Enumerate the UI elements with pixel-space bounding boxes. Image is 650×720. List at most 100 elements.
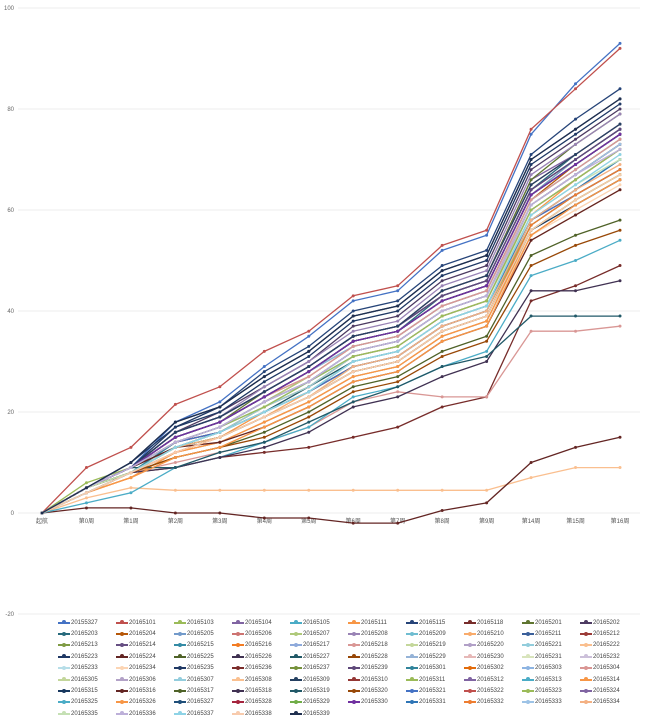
series-20165327 bbox=[40, 132, 622, 515]
data-point bbox=[440, 279, 444, 283]
legend-label: 20165208 bbox=[361, 631, 388, 638]
data-point bbox=[262, 400, 266, 404]
legend-swatch bbox=[464, 620, 476, 625]
data-point bbox=[618, 183, 622, 187]
legend-label: 20165221 bbox=[535, 642, 562, 649]
legend-item: 20165313 bbox=[522, 674, 580, 685]
legend-swatch bbox=[464, 688, 476, 693]
legend-swatch bbox=[464, 677, 476, 682]
data-point bbox=[529, 329, 533, 333]
data-point bbox=[440, 395, 444, 399]
data-point bbox=[485, 248, 489, 252]
data-point bbox=[440, 294, 444, 298]
data-point bbox=[574, 82, 578, 86]
data-point bbox=[307, 390, 311, 394]
legend-item: 20165228 bbox=[348, 651, 406, 662]
legend-swatch bbox=[406, 631, 418, 636]
data-point bbox=[529, 188, 533, 192]
series-line bbox=[41, 325, 621, 514]
legend-swatch bbox=[116, 699, 128, 704]
series-line bbox=[41, 98, 621, 514]
series-20165321 bbox=[40, 168, 622, 515]
data-point bbox=[618, 107, 622, 111]
legend-swatch bbox=[174, 654, 186, 659]
data-point bbox=[396, 390, 400, 394]
legend-swatch bbox=[58, 665, 70, 670]
legend-item: 20165308 bbox=[232, 674, 290, 685]
data-point bbox=[262, 445, 266, 449]
series-line bbox=[41, 280, 621, 514]
data-point bbox=[307, 410, 311, 414]
legend-swatch bbox=[232, 677, 244, 682]
legend-item: 20165219 bbox=[406, 640, 464, 651]
legend-label: 20165236 bbox=[245, 665, 272, 672]
series-20155327 bbox=[40, 41, 622, 515]
series-line bbox=[41, 128, 621, 514]
legend-item: 20165329 bbox=[290, 697, 348, 708]
data-point bbox=[574, 284, 578, 288]
data-point bbox=[618, 97, 622, 101]
series-line bbox=[41, 466, 620, 514]
data-point bbox=[84, 506, 88, 510]
data-point bbox=[618, 132, 622, 136]
series-line bbox=[41, 229, 621, 514]
data-point bbox=[262, 380, 266, 384]
series-20165303 bbox=[40, 137, 622, 515]
data-point bbox=[574, 132, 578, 136]
legend-item: 20165326 bbox=[116, 697, 174, 708]
data-point bbox=[529, 461, 533, 464]
data-point bbox=[129, 445, 133, 449]
legend-item: 20165336 bbox=[116, 708, 174, 719]
legend-item: 20165331 bbox=[406, 697, 464, 708]
data-point bbox=[396, 329, 400, 333]
legend-item: 20165317 bbox=[174, 685, 232, 696]
legend-item: 20165221 bbox=[522, 640, 580, 651]
data-point bbox=[618, 324, 622, 328]
legend-label: 20165319 bbox=[303, 688, 330, 695]
legend-item: 20165310 bbox=[348, 674, 406, 685]
data-point bbox=[618, 264, 622, 268]
data-point bbox=[529, 238, 533, 242]
data-point bbox=[574, 233, 578, 237]
legend-swatch bbox=[116, 711, 128, 716]
x-tick-label: 第0周 bbox=[79, 517, 94, 525]
data-point bbox=[485, 269, 489, 273]
data-point bbox=[396, 375, 400, 379]
legend-label: 20165307 bbox=[187, 676, 214, 683]
x-tick-label: 第4周 bbox=[257, 517, 272, 525]
legend-label: 20165228 bbox=[361, 653, 388, 660]
legend-item: 20165223 bbox=[58, 651, 116, 662]
data-point bbox=[396, 289, 400, 293]
series-line bbox=[41, 133, 621, 514]
legend-label: 20165314 bbox=[593, 676, 620, 683]
data-point bbox=[574, 163, 578, 167]
data-point bbox=[396, 334, 400, 338]
data-point bbox=[574, 208, 578, 212]
series-line bbox=[41, 128, 621, 514]
legend-label: 20165210 bbox=[477, 631, 504, 638]
data-point bbox=[262, 425, 266, 429]
legend-label: 20165213 bbox=[71, 642, 98, 649]
data-point bbox=[262, 488, 266, 492]
legend-swatch bbox=[116, 677, 128, 682]
data-point bbox=[173, 450, 177, 454]
legend-swatch bbox=[290, 665, 302, 670]
legend-swatch bbox=[580, 631, 592, 636]
legend-item: 20165237 bbox=[290, 663, 348, 674]
legend-label: 20165211 bbox=[535, 631, 562, 638]
series-line bbox=[41, 128, 621, 514]
series-line bbox=[41, 133, 621, 514]
legend-label: 20165320 bbox=[361, 688, 388, 695]
data-point bbox=[351, 380, 355, 384]
legend-label: 20165205 bbox=[187, 631, 214, 638]
data-point bbox=[307, 334, 311, 338]
data-point bbox=[307, 420, 311, 424]
data-point bbox=[529, 163, 533, 167]
data-point bbox=[351, 339, 355, 343]
legend-label: 20165305 bbox=[71, 676, 98, 683]
grid bbox=[18, 7, 640, 615]
x-tick-label: 第7周 bbox=[390, 517, 405, 525]
legend-item: 20165226 bbox=[232, 651, 290, 662]
legend-item: 20165236 bbox=[232, 663, 290, 674]
y-tick-label: 60 bbox=[7, 208, 14, 214]
